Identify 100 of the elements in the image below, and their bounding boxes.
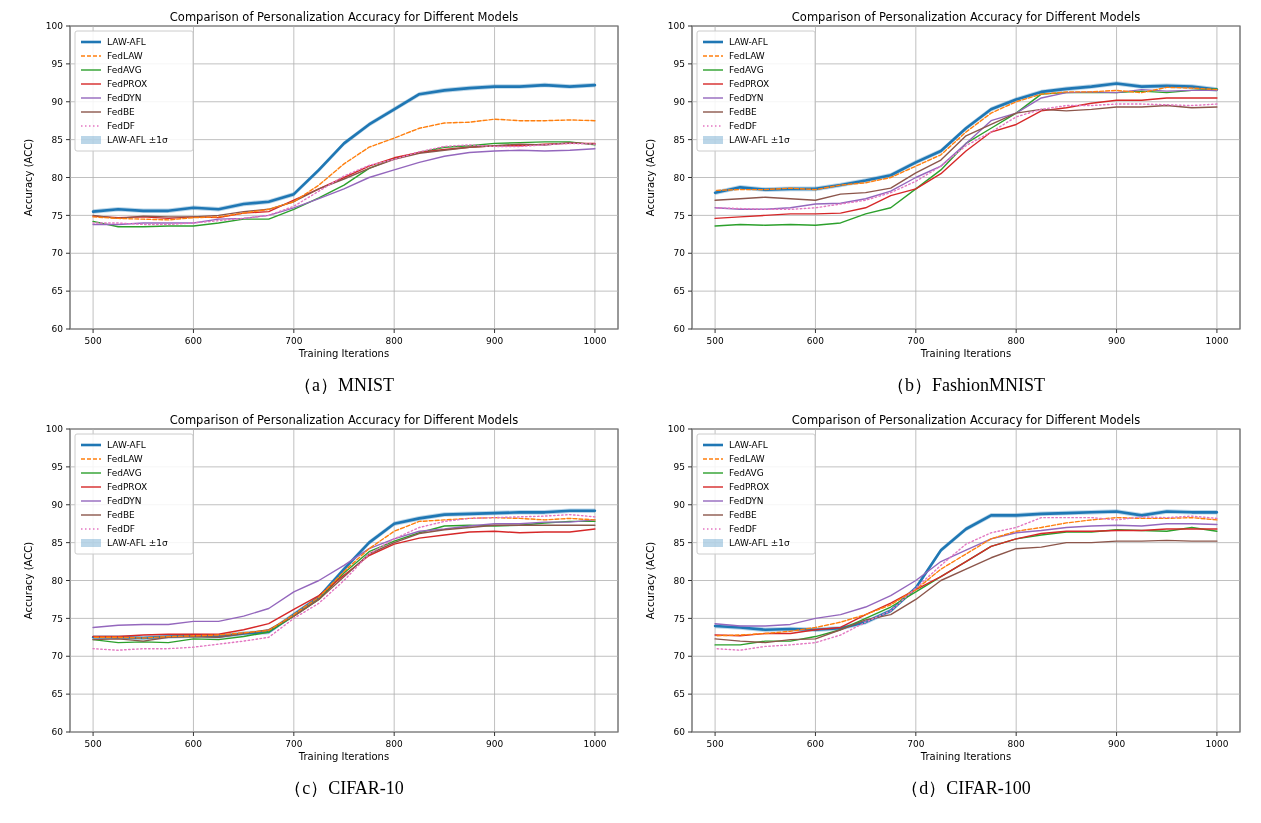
x-tick-label: 800 [385,739,404,749]
y-tick-label: 75 [673,210,685,221]
y-tick-label: 90 [51,499,64,510]
y-tick-label: 65 [673,286,685,297]
annotation: LAW-AFL ±1σ [729,135,790,146]
x-tick-label: 1000 [583,739,607,749]
y-tick-label: 80 [51,575,64,586]
y-tick-label: 65 [51,286,63,297]
legend-label: FedPROX [107,482,148,493]
x-tick-label: 500 [84,739,102,749]
y-tick-label: 80 [673,575,686,586]
x-tick-label: 1000 [1205,336,1229,346]
y-axis-title: Accuracy (ACC) [645,541,656,620]
legend-label: LAW-AFL [107,37,146,48]
y-tick-label: 60 [673,324,686,335]
legend-label: FedAVG [107,65,142,76]
legend-label: FedDF [729,524,758,535]
y-tick-label: 70 [51,651,64,662]
y-tick-label: 90 [673,499,686,510]
legend-label: FedDYN [107,93,142,104]
x-tick-label: 500 [706,336,724,346]
y-tick-label: 65 [51,689,63,700]
y-tick-label: 75 [51,613,63,624]
y-tick-label: 95 [673,59,685,70]
y-tick-label: 60 [51,727,64,738]
x-tick-label: 900 [485,336,504,346]
text: （d）CIFAR-100 [901,778,1031,798]
legend-label: FedLAW [107,454,143,465]
y-tick-label: 65 [673,689,685,700]
y-tick-label: 60 [673,727,686,738]
x-axis-title: Training Iterations [919,751,1012,762]
y-tick-label: 85 [51,537,63,548]
text: （a）MNIST [294,375,394,395]
legend-label: FedAVG [729,468,764,479]
legend-label: FedDF [729,121,758,132]
x-tick-label: 900 [485,739,504,749]
y-axis-title: Accuracy (ACC) [23,138,34,217]
legend-label: FedBE [729,510,758,521]
text: （c）CIFAR-10 [284,778,404,798]
x-tick-label: 500 [84,336,102,346]
legend-label: FedBE [107,510,136,521]
y-tick-label: 70 [51,248,64,259]
y-tick-label: 75 [51,210,63,221]
x-tick-label: 600 [806,739,825,749]
y-axis-title: Accuracy (ACC) [23,541,34,620]
x-tick-label: 900 [1107,336,1126,346]
y-tick-label: 80 [673,172,686,183]
legend-label: LAW-AFL [729,37,768,48]
x-tick-label: 500 [706,739,724,749]
chart-title: Comparison of Personalization Accuracy for Different Models [791,413,1141,427]
y-tick-label: 100 [667,21,686,32]
annotation: LAW-AFL ±1σ [107,135,168,146]
y-tick-label: 85 [51,134,63,145]
chart-title: Comparison of Personalization Accuracy for Different Models [169,413,519,427]
legend-label: FedLAW [729,454,765,465]
x-tick-label: 1000 [583,336,607,346]
y-tick-label: 85 [673,537,685,548]
x-tick-label: 800 [1007,739,1026,749]
legend-label: FedDYN [729,93,764,104]
y-tick-label: 100 [45,21,64,32]
y-tick-label: 95 [673,462,685,473]
legend-label: FedPROX [729,79,770,90]
x-axis-title: Training Iterations [297,751,390,762]
legend-label: FedBE [729,107,758,118]
y-tick-label: 90 [673,96,686,107]
annotation: LAW-AFL ±1σ [107,538,168,549]
chart-title: Comparison of Personalization Accuracy for Different Models [791,10,1141,24]
legend-label: FedAVG [107,468,142,479]
legend-label: LAW-AFL [729,440,768,451]
legend-label: FedPROX [729,482,770,493]
x-axis-title: Training Iterations [297,348,390,359]
y-tick-label: 90 [51,96,64,107]
y-tick-label: 95 [51,59,63,70]
y-tick-label: 100 [45,424,64,435]
legend-label: FedDYN [729,496,764,507]
x-tick-label: 700 [285,739,303,749]
legend-label: FedLAW [729,51,765,62]
y-tick-label: 80 [51,172,64,183]
x-tick-label: 1000 [1205,739,1229,749]
annotation: LAW-AFL ±1σ [729,538,790,549]
y-axis-title: Accuracy (ACC) [645,138,656,217]
y-tick-label: 95 [51,462,63,473]
legend-label: FedDYN [107,496,142,507]
x-tick-label: 600 [184,336,203,346]
y-tick-label: 85 [673,134,685,145]
y-tick-label: 70 [673,248,686,259]
y-tick-label: 100 [667,424,686,435]
chart-title: Comparison of Personalization Accuracy for Different Models [169,10,519,24]
legend-label: FedLAW [107,51,143,62]
x-tick-label: 800 [1007,336,1026,346]
y-tick-label: 60 [51,324,64,335]
legend-label: FedDF [107,121,136,132]
x-tick-label: 800 [385,336,404,346]
x-axis-title: Training Iterations [919,348,1012,359]
y-tick-label: 70 [673,651,686,662]
legend-label: FedDF [107,524,136,535]
legend-label: FedAVG [729,65,764,76]
x-tick-label: 600 [184,739,203,749]
text: （b）FashionMNIST [886,375,1046,395]
legend-label: LAW-AFL [107,440,146,451]
